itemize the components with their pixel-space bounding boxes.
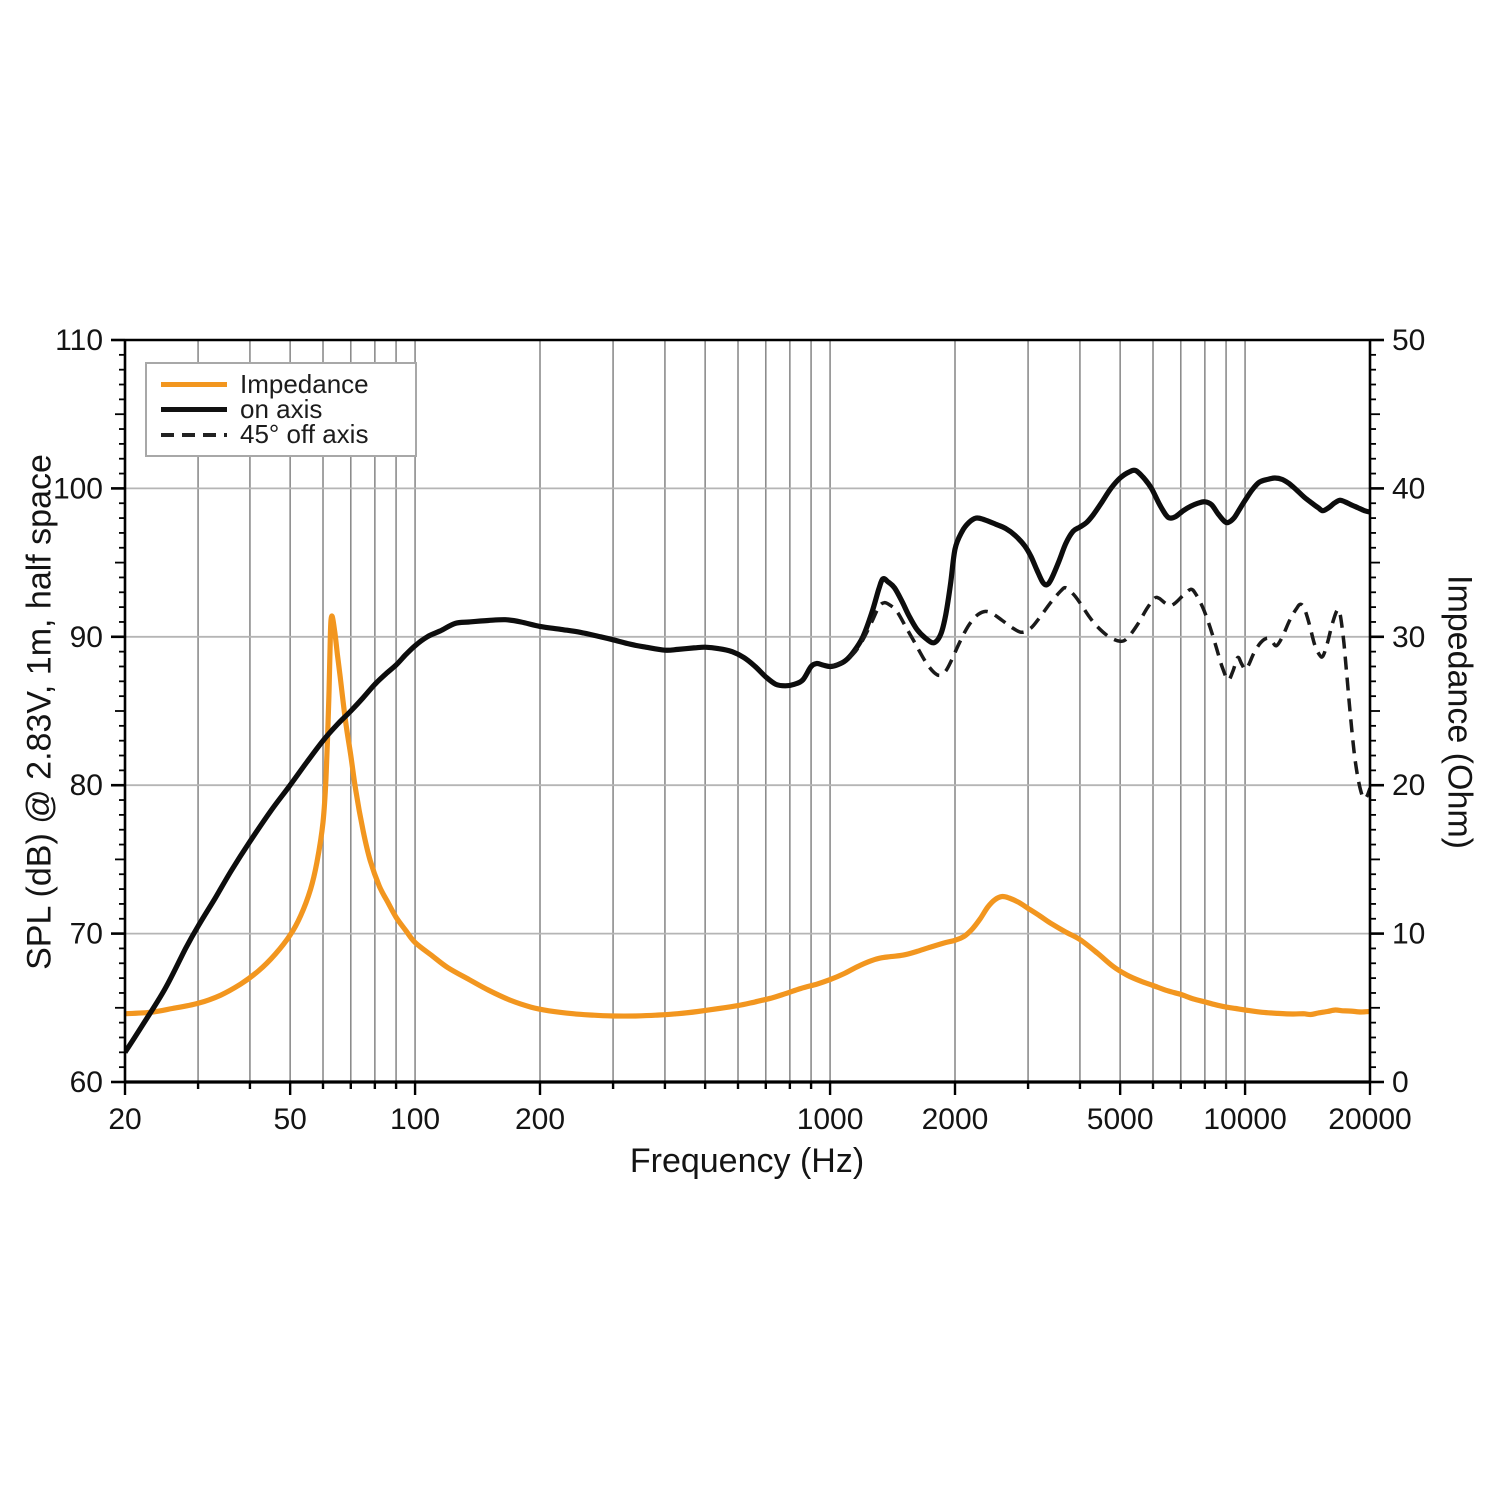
legend-item-impedance: Impedance [161, 369, 415, 399]
left-y-tick-label: 100 [53, 472, 103, 505]
right-y-tick-label: 20 [1392, 769, 1425, 802]
right-y-axis-title: Impedance (Ohm) [1440, 575, 1479, 849]
x-tick-label: 1000 [797, 1103, 864, 1136]
legend-label-off-axis: 45° off axis [240, 419, 369, 449]
x-tick-label: 5000 [1087, 1103, 1154, 1136]
legend: Impedance on axis 45° off axis [145, 362, 417, 457]
curve-impedance [125, 613, 1370, 1019]
x-axis-title: Frequency (Hz) [629, 1142, 865, 1180]
impedance-line-swatch [161, 382, 227, 387]
left-y-tick-label: 70 [70, 918, 103, 951]
right-y-tick-label: 30 [1392, 621, 1425, 654]
right-y-tick-label: 10 [1392, 918, 1425, 951]
x-tick-label: 50 [273, 1103, 306, 1136]
left-y-tick-label: 90 [70, 621, 103, 654]
right-y-tick-label: 40 [1392, 472, 1425, 505]
legend-label-impedance: Impedance [240, 369, 369, 399]
x-tick-label: 100 [390, 1103, 440, 1136]
x-tick-label: 10000 [1203, 1103, 1286, 1136]
left-y-tick-label: 110 [55, 324, 103, 357]
x-tick-label: 20 [108, 1103, 141, 1136]
right-y-tick-label: 50 [1392, 324, 1425, 357]
legend-label-on-axis: on axis [240, 394, 323, 424]
x-tick-label: 200 [515, 1103, 565, 1136]
on-axis-line-swatch [161, 407, 227, 412]
curve-on-axis [125, 467, 1370, 1054]
x-tick-label: 2000 [922, 1103, 989, 1136]
x-tick-label: 20000 [1328, 1103, 1411, 1136]
curve-45-off-axis [829, 585, 1370, 801]
left-y-tick-label: 60 [70, 1066, 103, 1099]
legend-item-on-axis: on axis [161, 394, 415, 424]
right-y-tick-label: 0 [1392, 1066, 1409, 1099]
left-y-axis-title: SPL (dB) @ 2.83V, 1m, half space [20, 454, 59, 970]
legend-item-off-axis: 45° off axis [161, 419, 415, 449]
off-axis-line-swatch [161, 432, 227, 437]
left-y-tick-label: 80 [70, 769, 103, 802]
